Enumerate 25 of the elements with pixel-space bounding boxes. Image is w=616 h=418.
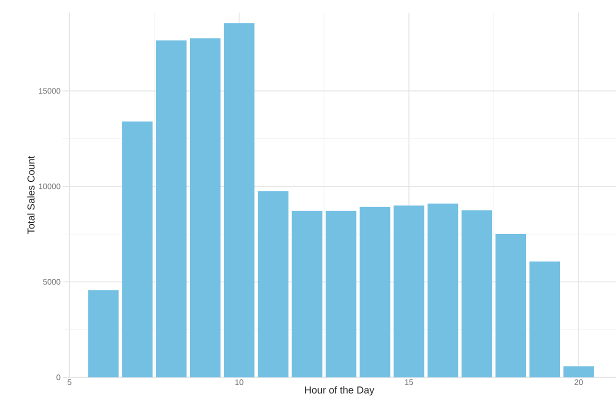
- x-tick-label: 5: [68, 379, 72, 385]
- bar: [224, 23, 254, 378]
- bar: [258, 191, 288, 378]
- bar: [394, 205, 424, 378]
- bar: [462, 210, 492, 378]
- y-tick-label: 10000: [38, 184, 60, 190]
- y-tick-label: 15000: [38, 88, 60, 94]
- bar: [495, 234, 526, 378]
- y-tick-label: 0: [56, 374, 60, 380]
- bar: [122, 121, 153, 378]
- x-tick-label: 15: [405, 379, 414, 385]
- x-tick-label: 10: [235, 379, 244, 386]
- bar: [190, 38, 221, 378]
- bar: [529, 261, 560, 378]
- x-tick-label: 20: [574, 379, 583, 386]
- bar: [156, 40, 187, 378]
- bar: [428, 204, 458, 378]
- bar: [563, 366, 594, 378]
- bar: [292, 210, 322, 378]
- bar: [88, 290, 119, 378]
- y-tick-label: 5000: [43, 279, 60, 285]
- y-axis-title: Total Sales Count: [27, 156, 35, 234]
- bar: [326, 210, 356, 378]
- bar: [360, 206, 390, 378]
- x-axis-title: Hour of the Day: [305, 386, 374, 396]
